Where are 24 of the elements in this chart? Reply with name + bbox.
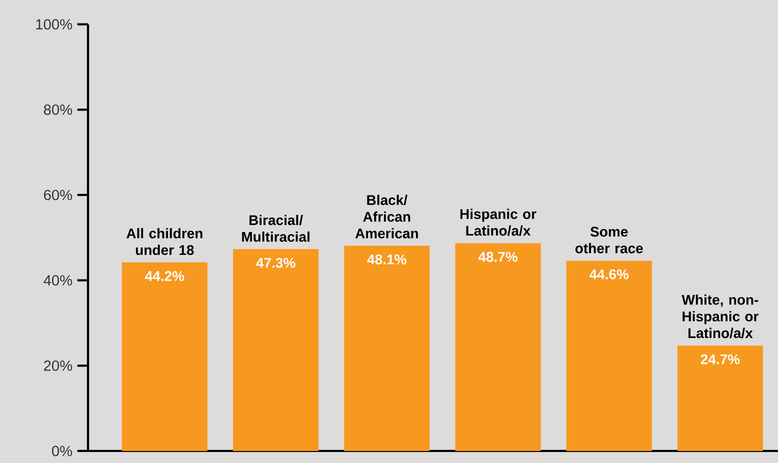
bar <box>344 246 430 451</box>
y-tick-label: 60% <box>44 190 72 200</box>
x-tick-label: All children under 18 <box>126 228 202 256</box>
data-label: 48.7% <box>478 252 518 262</box>
y-tick-label: 80% <box>44 104 72 115</box>
data-label: 44.6% <box>589 269 629 280</box>
y-tick-label: 0% <box>52 446 72 456</box>
x-tick-label: Hispanic or Latino/a/x <box>460 208 536 236</box>
bar <box>233 249 319 451</box>
bar <box>566 260 652 451</box>
bar <box>122 262 208 451</box>
y-tick-label: 20% <box>44 360 72 371</box>
data-label: 44.2% <box>145 271 184 281</box>
y-tick-label: 40% <box>44 275 72 286</box>
x-tick-label: White, non-Hispanic or Latino/a/x <box>682 294 759 338</box>
y-tick-label: 100% <box>36 19 72 30</box>
data-label: 24.7% <box>700 354 740 364</box>
x-tick-label: Biracial/ Multiracial <box>242 214 310 242</box>
x-tick-label: Some other race <box>575 226 643 254</box>
data-label: 47.3% <box>256 258 296 268</box>
x-tick-label: Black/ African American <box>355 194 418 238</box>
data-label: 48.1% <box>367 254 406 264</box>
bar <box>455 243 541 451</box>
bar <box>677 346 763 451</box>
